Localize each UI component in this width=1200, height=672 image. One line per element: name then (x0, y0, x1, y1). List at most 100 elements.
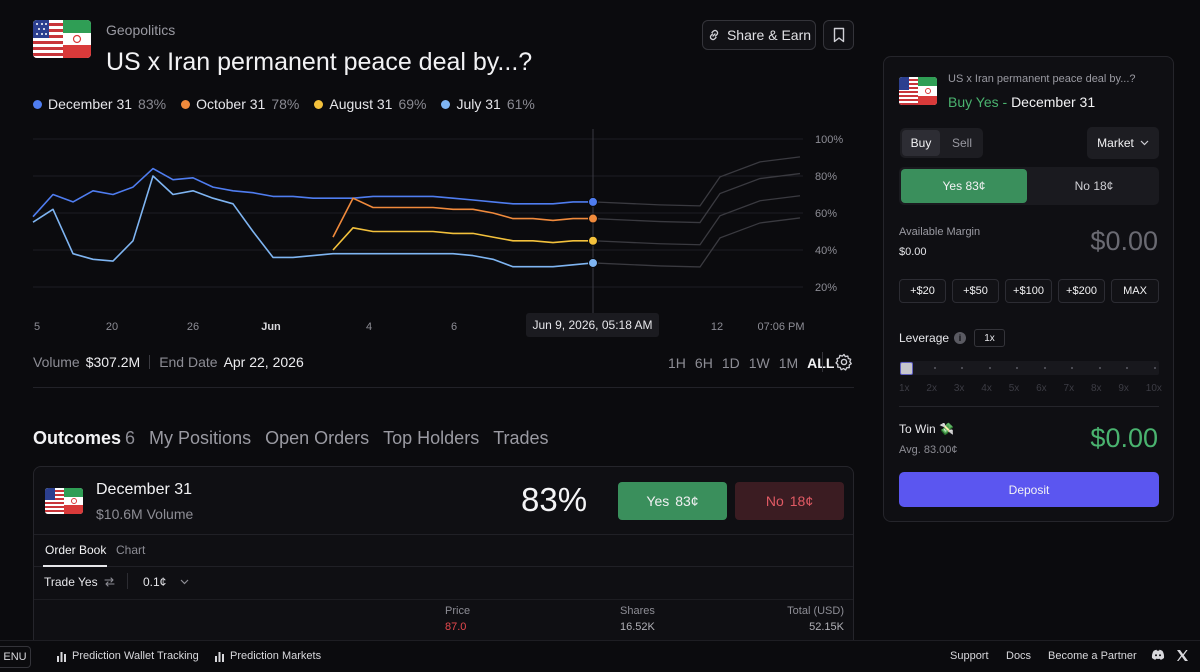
tab-my-positions[interactable]: My Positions (149, 428, 252, 448)
deposit-button[interactable]: Deposit (899, 472, 1159, 507)
x-tick-label: 20 (106, 321, 118, 333)
discord-icon[interactable] (1151, 649, 1165, 664)
legend-item-oct31[interactable]: October 31 78% (181, 96, 299, 112)
leverage-tick[interactable]: 3x (953, 383, 965, 394)
trade-yes-toggle[interactable]: Trade Yes (44, 575, 115, 589)
panel-flag-icon (899, 77, 937, 105)
leverage-slider-handle[interactable] (900, 362, 913, 375)
tab-outcomes[interactable]: Outcomes 6 (33, 428, 135, 449)
subtab-order-book[interactable]: Order Book (45, 543, 107, 557)
volume-label: Volume (33, 354, 80, 370)
ask-price[interactable]: 87.0 (445, 621, 467, 633)
sell-tab[interactable]: Sell (951, 136, 972, 150)
outcome-title: December 31 (96, 481, 193, 498)
footer-partner-link[interactable]: Become a Partner (1048, 650, 1137, 662)
ask-shares: 16.52K (620, 621, 655, 633)
x-tick-label: 6 (451, 321, 457, 333)
slider-step-dot (1043, 367, 1046, 369)
panel-sep: - (998, 94, 1012, 110)
chart-settings-button[interactable] (835, 353, 853, 376)
ask-total: 52.15K (809, 621, 844, 633)
leverage-tick[interactable]: 4x (981, 383, 992, 394)
x-tick-label: 26 (187, 321, 199, 333)
panel-yes-button[interactable]: Yes 83¢ (901, 169, 1027, 203)
no-price: 18¢ (789, 493, 814, 509)
avg-price: Avg. 83.00¢ (899, 444, 958, 456)
range-all[interactable]: ALL (807, 355, 835, 371)
legend-name: July 31 (456, 96, 501, 112)
range-1d[interactable]: 1D (721, 355, 740, 371)
bookmark-button[interactable] (823, 20, 854, 50)
series-future-line (592, 156, 801, 207)
leverage-tick[interactable]: 6x (1036, 383, 1047, 394)
leverage-tick[interactable]: 1x (899, 383, 910, 394)
quick-amount-20[interactable]: +$20 (899, 279, 946, 303)
footer-support-link[interactable]: Support (950, 650, 989, 662)
leverage-slider[interactable] (900, 361, 1159, 375)
leverage-tick[interactable]: 7x (1063, 383, 1075, 394)
subtab-chart[interactable]: Chart (116, 543, 146, 557)
range-1w[interactable]: 1W (748, 355, 770, 371)
legend-name: December 31 (48, 96, 133, 112)
divider (127, 573, 128, 589)
to-win-value: $0.00 (1090, 423, 1158, 453)
quick-amounts: +$20 +$50 +$100 +$200 MAX (899, 279, 1159, 303)
slider-step-dot (1098, 367, 1101, 369)
share-earn-button[interactable]: Share & Earn (702, 20, 816, 50)
legend-item-jul31[interactable]: July 31 61% (441, 96, 535, 112)
divider (822, 352, 823, 372)
range-1m[interactable]: 1M (778, 355, 799, 371)
series-future-line (592, 217, 801, 268)
slider-step-dot (1016, 367, 1018, 369)
tab-open-orders[interactable]: Open Orders (265, 428, 370, 448)
x-twitter-icon[interactable] (1176, 649, 1189, 665)
hover-point (588, 196, 598, 207)
leverage-tick[interactable]: 5x (1008, 383, 1020, 394)
order-type-select[interactable]: Market (1087, 127, 1159, 159)
buy-tab[interactable]: Buy (902, 130, 940, 156)
range-6h[interactable]: 6H (694, 355, 713, 371)
tick-size-value: 0.1¢ (143, 575, 167, 589)
tab-trades[interactable]: Trades (493, 428, 549, 448)
range-1h[interactable]: 1H (668, 355, 686, 371)
legend-dot (181, 99, 191, 109)
end-date-label: End Date (159, 354, 218, 370)
divider (899, 406, 1159, 407)
hover-date-label: Jun 9, 2026, 05:18 AM (526, 313, 659, 337)
footer-link-wallet-tracking[interactable]: Prediction Wallet Tracking (56, 650, 199, 662)
amount-input[interactable]: $0.00 (1090, 226, 1158, 256)
gear-icon (835, 353, 852, 371)
x-tick-label: 5 (34, 321, 40, 333)
market-title: US x Iran permanent peace deal by...? (106, 48, 533, 76)
chevron-down-icon (1140, 140, 1149, 146)
footer-docs-link[interactable]: Docs (1006, 650, 1032, 662)
leverage-ticks: 1x 2x 3x 4x 5x 6x 7x 8x 9x 10x (899, 383, 1162, 394)
quick-amount-100[interactable]: +$100 (1005, 279, 1052, 303)
market-category[interactable]: Geopolitics (106, 22, 176, 38)
buy-no-button[interactable]: No 18¢ (735, 482, 844, 520)
end-date-value: Apr 22, 2026 (223, 354, 304, 370)
quick-amount-50[interactable]: +$50 (952, 279, 999, 303)
legend-item-aug31[interactable]: August 31 69% (314, 96, 426, 112)
slider-step-dot (933, 367, 936, 369)
quick-amount-200[interactable]: +$200 (1058, 279, 1105, 303)
hover-point (588, 213, 598, 224)
quick-amount-max[interactable]: MAX (1111, 279, 1159, 303)
chart-legend: December 31 83% October 31 78% August 31… (33, 96, 535, 112)
leverage-tick[interactable]: 9x (1118, 383, 1129, 394)
tick-size-select[interactable]: 0.1¢ (143, 575, 189, 589)
tab-top-holders[interactable]: Top Holders (383, 428, 480, 448)
leverage-tick[interactable]: 8x (1090, 383, 1102, 394)
legend-name: August 31 (329, 96, 393, 112)
panel-no-button[interactable]: No 18¢ (1074, 179, 1114, 193)
leverage-tick[interactable]: 10x (1145, 383, 1162, 394)
footer-link-prediction-markets[interactable]: Prediction Markets (214, 650, 321, 662)
buy-yes-button[interactable]: Yes 83¢ (618, 482, 727, 520)
legend-item-dec31[interactable]: December 31 83% (33, 96, 166, 112)
panel-outcome: December 31 (1011, 94, 1096, 110)
price-chart[interactable]: 100% 80% 60% 40% 20% 5 20 26 Jun 4 6 12 07:06 PM (0, 126, 860, 341)
leverage-tick[interactable]: 2x (926, 383, 937, 394)
language-select[interactable]: ENU (0, 646, 31, 668)
info-icon[interactable]: i (954, 332, 967, 344)
legend-dot (314, 99, 324, 109)
